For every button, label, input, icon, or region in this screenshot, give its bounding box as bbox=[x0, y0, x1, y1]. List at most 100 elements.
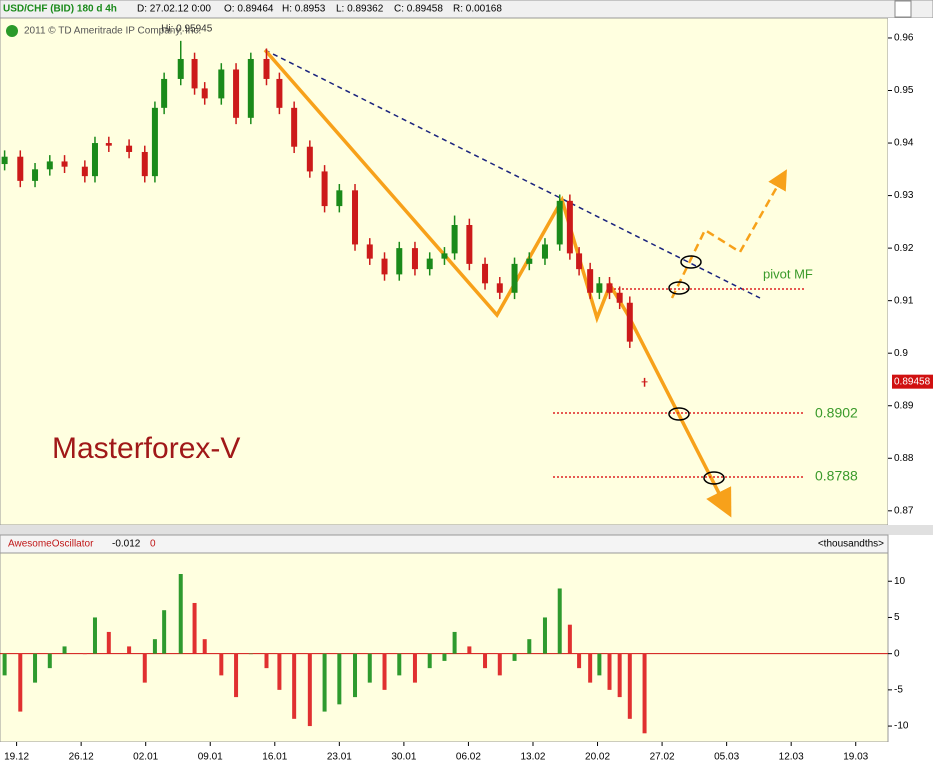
osc-bar bbox=[18, 653, 23, 712]
y-tick-label: 0.88 bbox=[894, 453, 914, 464]
x-tick-label: 13.02 bbox=[520, 752, 545, 763]
last-price-tag bbox=[892, 374, 933, 389]
candle-body bbox=[496, 283, 503, 293]
osc-units: <thousandths> bbox=[818, 539, 884, 550]
candle-body bbox=[381, 258, 388, 275]
candle-body bbox=[482, 263, 489, 284]
y-tick-label: 0 bbox=[894, 648, 900, 659]
osc-bar bbox=[142, 653, 147, 683]
osc-bar bbox=[367, 653, 372, 683]
osc-bar bbox=[542, 617, 547, 654]
osc-bar bbox=[512, 653, 517, 661]
candle-body bbox=[105, 143, 112, 146]
info-icon[interactable] bbox=[6, 25, 18, 37]
osc-bar bbox=[127, 646, 132, 654]
candle-body bbox=[263, 58, 270, 79]
x-tick-label: 19.03 bbox=[843, 752, 868, 763]
osc-bar bbox=[152, 639, 157, 654]
candle-body bbox=[466, 225, 473, 264]
candle-body bbox=[606, 283, 613, 293]
osc-bar bbox=[452, 631, 457, 654]
osc-bar bbox=[527, 639, 532, 654]
range: R: 0.00168 bbox=[453, 4, 502, 15]
trend-line bbox=[264, 49, 761, 299]
osc-bar bbox=[642, 653, 647, 734]
candle-body bbox=[218, 69, 225, 99]
osc-panel bbox=[0, 552, 889, 743]
copyright: 2011 © TD Ameritrade IP Company, Inc. bbox=[24, 26, 201, 37]
osc-bar bbox=[382, 653, 387, 690]
y-tick-label: 0.94 bbox=[894, 138, 914, 149]
osc-bar bbox=[497, 653, 502, 676]
candle-body bbox=[161, 78, 168, 108]
x-tick-label: 19.12 bbox=[4, 752, 29, 763]
candle-body bbox=[177, 58, 184, 79]
candle-body bbox=[233, 69, 240, 118]
target-label: 0.8788 bbox=[815, 468, 858, 484]
close: C: 0.89458 bbox=[394, 4, 443, 15]
candle-body bbox=[352, 190, 359, 245]
marker-ellipse bbox=[680, 255, 702, 269]
candle-body bbox=[306, 146, 313, 172]
x-tick-label: 16.01 bbox=[262, 752, 287, 763]
osc-bar bbox=[202, 639, 207, 654]
candle-body bbox=[396, 248, 403, 275]
x-axis bbox=[0, 742, 933, 768]
osc-bar bbox=[412, 653, 417, 683]
osc-bar bbox=[106, 631, 111, 654]
osc-bar bbox=[442, 653, 447, 661]
candle-body bbox=[17, 156, 24, 181]
osc-bar bbox=[292, 653, 297, 719]
y-tick-label: 0.89 bbox=[894, 400, 914, 411]
open: O: 0.89464 bbox=[224, 4, 274, 15]
osc-title: AwesomeOscillator bbox=[8, 539, 94, 550]
osc-bar bbox=[192, 602, 197, 654]
y-tick-label: 0.93 bbox=[894, 190, 914, 201]
osc-bar bbox=[178, 574, 183, 654]
candle-body bbox=[61, 161, 68, 167]
candle-body bbox=[526, 258, 533, 264]
y-tick-label: 0.9 bbox=[894, 348, 908, 359]
settings-button[interactable] bbox=[894, 0, 912, 18]
y-tick-label: 5 bbox=[894, 612, 900, 623]
osc-bar bbox=[234, 653, 239, 698]
osc-bar bbox=[219, 653, 224, 676]
y-tick-label: 0.87 bbox=[894, 505, 914, 516]
osc-bar bbox=[337, 653, 342, 705]
marker-ellipse bbox=[703, 471, 725, 485]
candle-body bbox=[411, 248, 418, 270]
osc-bar bbox=[277, 653, 282, 690]
low: L: 0.89362 bbox=[336, 4, 384, 15]
osc-bar bbox=[307, 653, 312, 727]
candle-body bbox=[596, 283, 603, 293]
candle-body bbox=[366, 244, 373, 259]
candle-body bbox=[541, 244, 548, 259]
candle-body bbox=[276, 78, 283, 108]
candle-body bbox=[587, 269, 594, 293]
y-tick-label: 0.91 bbox=[894, 295, 914, 306]
y-tick-label: -10 bbox=[894, 721, 909, 732]
candle-body bbox=[1, 156, 8, 165]
candle-body bbox=[641, 381, 648, 383]
candle-body bbox=[32, 169, 39, 181]
osc-bar bbox=[162, 610, 167, 654]
y-tick-label: 0.96 bbox=[894, 33, 914, 44]
candle-body bbox=[321, 171, 328, 207]
candle-body bbox=[426, 258, 433, 270]
candle-body bbox=[291, 107, 298, 147]
high: H: 0.8953 bbox=[282, 4, 326, 15]
x-tick-label: 09.01 bbox=[198, 752, 223, 763]
candle-body bbox=[556, 200, 563, 245]
osc-bar bbox=[2, 653, 7, 676]
osc-bar bbox=[577, 653, 582, 669]
osc-bar bbox=[264, 653, 269, 669]
osc-bar bbox=[92, 617, 97, 654]
last-price-label: 0.89458 bbox=[894, 376, 931, 387]
osc-bar bbox=[627, 653, 632, 719]
candle-body bbox=[576, 253, 583, 270]
osc-bar bbox=[467, 646, 472, 654]
osc-bar bbox=[607, 653, 612, 690]
candle-body bbox=[616, 292, 623, 303]
x-tick-label: 05.03 bbox=[714, 752, 739, 763]
